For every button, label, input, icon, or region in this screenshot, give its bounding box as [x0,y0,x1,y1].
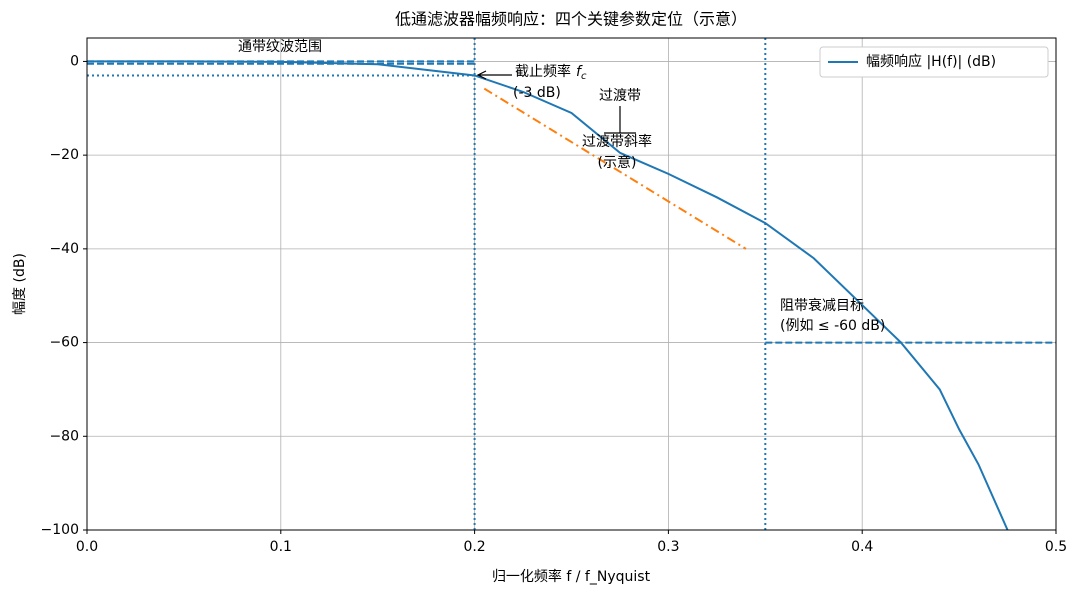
x-tick-label: 0.3 [657,539,679,555]
legend-label: 幅频响应 |H(f)| (dB) [866,53,996,70]
arrow [476,70,512,80]
annotation-part: c [581,71,587,82]
line-series [87,60,1009,530]
bracket [604,106,636,134]
annotation: 截止频率 fc [515,63,587,82]
annotation: 通带纹波范围 [238,38,322,55]
annotation-part: 截止频率 [515,63,571,80]
y-tick-label: −80 [49,428,79,444]
annotation: (例如 ≤ -60 dB) [780,318,885,334]
chart-title: 低通滤波器幅频响应：四个关键参数定位（示意） [395,10,747,29]
annotation: (-3 dB) [513,85,561,101]
y-axis-label: 幅度 (dB) [12,253,28,315]
y-tick-label: 0 [70,53,79,69]
legend-box [819,46,1049,78]
annotation: 过渡带斜率 [582,133,652,150]
annotation: 阻带衰减目标 [780,297,864,314]
y-tick-label: −100 [41,522,79,538]
y-tick-label: −20 [49,147,79,163]
x-tick-label: 0.5 [1045,539,1067,555]
slope-line [483,87,747,250]
y-tick-label: −40 [49,241,79,257]
y-tick-label: −60 [49,335,79,351]
x-axis-label: 归一化频率 f / f_Nyquist [492,568,651,585]
annotation: (示意) [598,154,637,171]
x-tick-label: 0.0 [76,539,98,555]
x-tick-label: 0.1 [270,539,292,555]
x-tick-label: 0.2 [463,539,485,555]
annotation: 过渡带 [599,88,641,104]
plot-frame [86,37,1057,531]
annotation-part: f [576,64,583,80]
x-tick-label: 0.4 [851,539,873,555]
